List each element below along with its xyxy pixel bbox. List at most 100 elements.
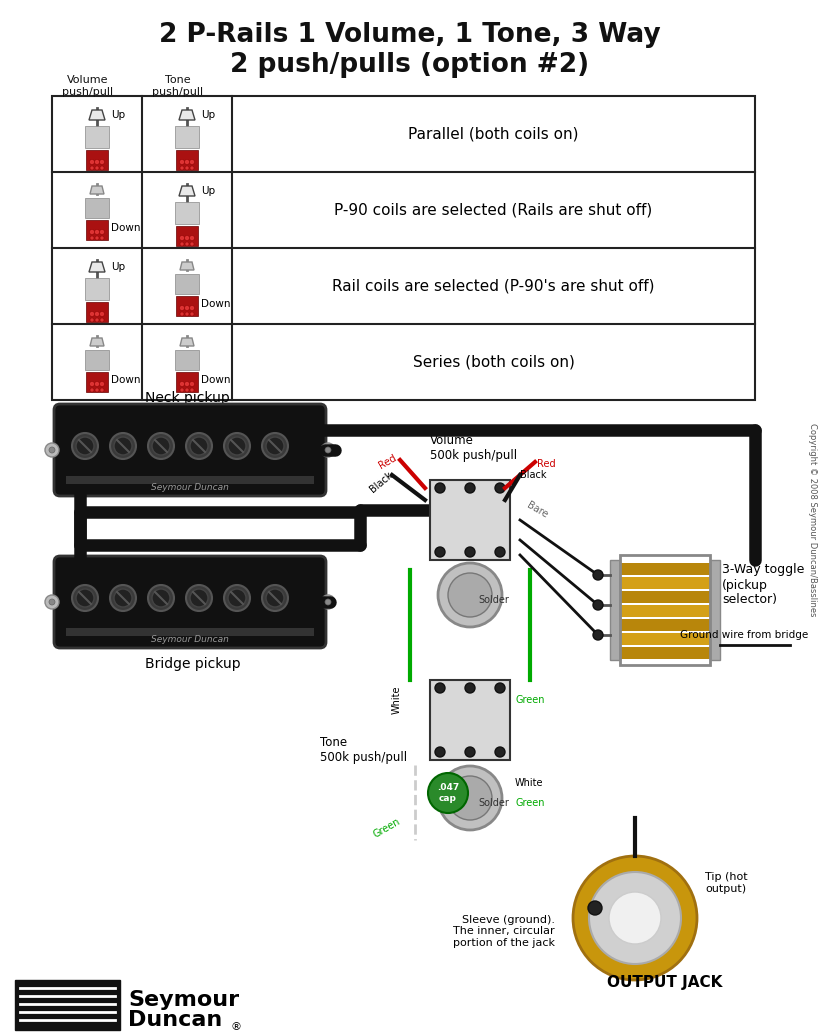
- Text: Seymour: Seymour: [128, 990, 239, 1010]
- Text: Green: Green: [372, 816, 402, 840]
- Text: White: White: [392, 686, 402, 714]
- Circle shape: [224, 433, 250, 459]
- Polygon shape: [180, 338, 194, 346]
- Text: Down: Down: [201, 375, 230, 385]
- Text: Green: Green: [515, 695, 545, 706]
- Circle shape: [95, 388, 99, 392]
- Circle shape: [262, 433, 288, 459]
- Circle shape: [179, 160, 184, 165]
- Circle shape: [228, 437, 246, 455]
- Circle shape: [325, 599, 331, 605]
- Circle shape: [179, 235, 184, 240]
- Polygon shape: [90, 338, 104, 346]
- Circle shape: [184, 235, 189, 240]
- Bar: [86, 150, 108, 170]
- Text: Up: Up: [111, 262, 125, 272]
- Circle shape: [495, 683, 505, 693]
- Circle shape: [190, 388, 194, 392]
- Circle shape: [185, 242, 189, 246]
- Circle shape: [495, 547, 505, 557]
- Polygon shape: [179, 110, 195, 120]
- Circle shape: [49, 447, 55, 453]
- Circle shape: [76, 437, 94, 455]
- Circle shape: [189, 235, 194, 240]
- Circle shape: [110, 585, 136, 611]
- Circle shape: [179, 381, 184, 386]
- Text: Up: Up: [111, 110, 125, 120]
- Bar: [620, 563, 710, 575]
- Bar: [620, 648, 710, 659]
- Bar: [620, 618, 710, 631]
- Circle shape: [189, 160, 194, 165]
- Bar: [86, 220, 108, 240]
- Circle shape: [448, 776, 492, 821]
- Bar: [175, 126, 199, 148]
- Polygon shape: [89, 110, 105, 120]
- Circle shape: [190, 437, 208, 455]
- Bar: [85, 350, 109, 370]
- Circle shape: [573, 856, 697, 980]
- Circle shape: [94, 230, 99, 234]
- Circle shape: [49, 599, 55, 605]
- Text: Volume
push/pull: Volume push/pull: [62, 75, 114, 96]
- Circle shape: [593, 630, 603, 640]
- Circle shape: [190, 242, 194, 246]
- Text: Black: Black: [369, 469, 395, 494]
- Circle shape: [89, 230, 94, 234]
- Circle shape: [180, 166, 184, 170]
- Circle shape: [589, 872, 681, 965]
- Circle shape: [435, 683, 445, 693]
- Text: .047
cap: .047 cap: [437, 783, 459, 803]
- Circle shape: [72, 585, 98, 611]
- Text: White: White: [515, 778, 544, 788]
- Circle shape: [185, 388, 189, 392]
- Text: Solder: Solder: [478, 595, 509, 605]
- Circle shape: [438, 563, 502, 627]
- Circle shape: [100, 388, 104, 392]
- Circle shape: [45, 595, 59, 609]
- Circle shape: [184, 381, 189, 386]
- Circle shape: [190, 589, 208, 607]
- Text: Sleeve (ground).
The inner, circular
portion of the jack: Sleeve (ground). The inner, circular por…: [453, 915, 555, 948]
- Bar: [620, 633, 710, 645]
- Bar: [175, 274, 199, 294]
- Circle shape: [180, 312, 184, 316]
- Text: Up: Up: [201, 110, 215, 120]
- Text: 3-Way toggle
(pickup
selector): 3-Way toggle (pickup selector): [722, 564, 804, 606]
- Circle shape: [180, 388, 184, 392]
- Circle shape: [95, 318, 99, 322]
- Circle shape: [435, 747, 445, 757]
- Text: Volume
500k push/pull: Volume 500k push/pull: [430, 434, 517, 462]
- Circle shape: [152, 589, 170, 607]
- Text: Down: Down: [111, 223, 141, 233]
- Circle shape: [99, 230, 105, 234]
- Text: Tone
500k push/pull: Tone 500k push/pull: [320, 736, 407, 764]
- Circle shape: [90, 166, 94, 170]
- Circle shape: [110, 433, 136, 459]
- Circle shape: [189, 306, 194, 311]
- Circle shape: [465, 747, 475, 757]
- Circle shape: [435, 483, 445, 493]
- Text: Duncan: Duncan: [128, 1010, 222, 1030]
- Circle shape: [179, 306, 184, 311]
- Bar: [175, 350, 199, 370]
- Text: Down: Down: [201, 299, 230, 309]
- Bar: [85, 198, 109, 218]
- Bar: [176, 372, 198, 392]
- Bar: [66, 628, 314, 636]
- Circle shape: [89, 160, 94, 165]
- Circle shape: [190, 312, 194, 316]
- Circle shape: [90, 318, 94, 322]
- Circle shape: [435, 547, 445, 557]
- Circle shape: [321, 443, 335, 457]
- Text: 2 P-Rails 1 Volume, 1 Tone, 3 Way: 2 P-Rails 1 Volume, 1 Tone, 3 Way: [159, 22, 661, 48]
- Circle shape: [186, 433, 212, 459]
- Bar: [86, 372, 108, 392]
- Circle shape: [228, 589, 246, 607]
- Circle shape: [90, 236, 94, 240]
- Circle shape: [588, 901, 602, 915]
- Circle shape: [89, 312, 94, 317]
- Circle shape: [90, 388, 94, 392]
- Circle shape: [94, 160, 99, 165]
- Circle shape: [266, 437, 284, 455]
